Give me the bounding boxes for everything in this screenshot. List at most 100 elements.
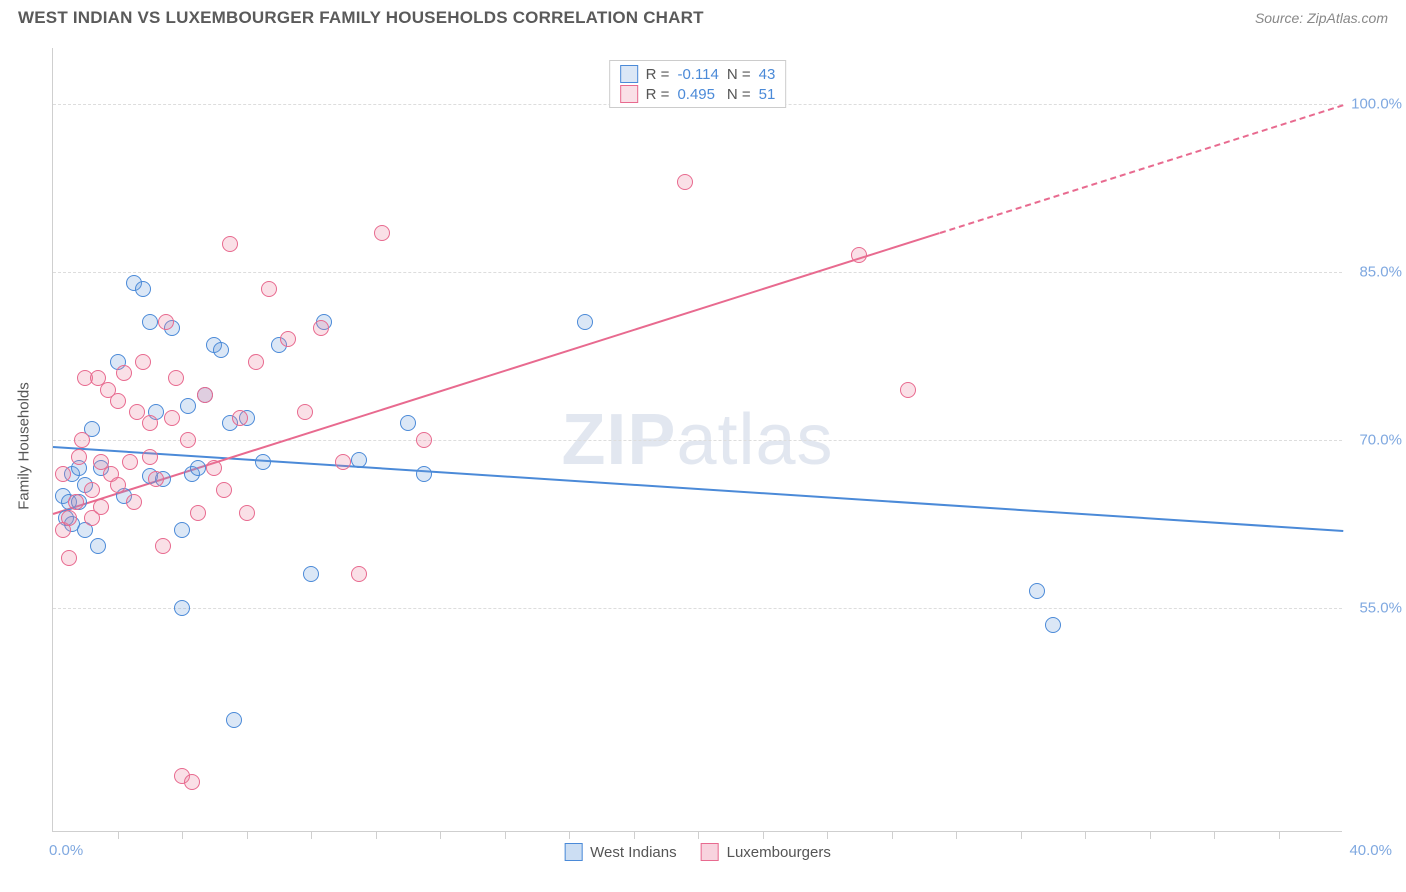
data-point <box>135 354 151 370</box>
legend-swatch <box>564 843 582 861</box>
data-point <box>216 482 232 498</box>
data-point <box>297 404 313 420</box>
x-tick <box>1085 831 1086 839</box>
x-tick <box>247 831 248 839</box>
y-tick-label: 55.0% <box>1359 600 1402 617</box>
data-point <box>206 460 222 476</box>
data-point <box>135 281 151 297</box>
data-point <box>74 432 90 448</box>
source-attribution: Source: ZipAtlas.com <box>1255 10 1388 26</box>
series-legend: West Indians Luxembourgers <box>564 843 831 861</box>
gridline <box>53 272 1342 273</box>
x-tick <box>827 831 828 839</box>
data-point <box>900 382 916 398</box>
x-tick <box>569 831 570 839</box>
data-point <box>248 354 264 370</box>
data-point <box>190 460 206 476</box>
x-tick <box>118 831 119 839</box>
data-point <box>374 225 390 241</box>
gridline <box>53 608 1342 609</box>
chart-title: WEST INDIAN VS LUXEMBOURGER FAMILY HOUSE… <box>18 8 704 28</box>
data-point <box>174 522 190 538</box>
x-tick <box>634 831 635 839</box>
x-tick-label: 0.0% <box>49 842 83 859</box>
data-point <box>61 510 77 526</box>
gridline <box>53 440 1342 441</box>
x-tick <box>698 831 699 839</box>
data-point <box>164 410 180 426</box>
data-point <box>158 314 174 330</box>
x-tick <box>182 831 183 839</box>
data-point <box>190 505 206 521</box>
data-point <box>142 449 158 465</box>
y-tick-label: 100.0% <box>1351 96 1402 113</box>
data-point <box>239 505 255 521</box>
scatter-chart: ZIPatlas R =-0.114N =43R =0.495N =51 Wes… <box>52 48 1342 832</box>
regression-line <box>940 104 1344 234</box>
data-point <box>197 387 213 403</box>
data-point <box>351 566 367 582</box>
data-point <box>400 415 416 431</box>
data-point <box>335 454 351 470</box>
n-value: 51 <box>759 86 776 103</box>
data-point <box>148 471 164 487</box>
data-point <box>280 331 296 347</box>
y-axis-label: Family Households <box>16 382 33 510</box>
data-point <box>313 320 329 336</box>
data-point <box>1045 617 1061 633</box>
data-point <box>184 774 200 790</box>
x-tick <box>763 831 764 839</box>
r-value: 0.495 <box>677 86 718 103</box>
data-point <box>226 712 242 728</box>
data-point <box>55 466 71 482</box>
data-point <box>93 499 109 515</box>
stat-label: R = <box>646 66 670 83</box>
data-point <box>180 398 196 414</box>
data-point <box>71 449 87 465</box>
data-point <box>261 281 277 297</box>
legend-swatch <box>620 65 638 83</box>
x-tick <box>1150 831 1151 839</box>
data-point <box>116 365 132 381</box>
legend-item: Luxembourgers <box>701 843 831 861</box>
legend-item: West Indians <box>564 843 676 861</box>
x-tick <box>376 831 377 839</box>
data-point <box>110 393 126 409</box>
data-point <box>351 452 367 468</box>
data-point <box>155 538 171 554</box>
data-point <box>677 174 693 190</box>
data-point <box>168 370 184 386</box>
data-point <box>851 247 867 263</box>
data-point <box>180 432 196 448</box>
x-tick <box>311 831 312 839</box>
data-point <box>68 494 84 510</box>
data-point <box>303 566 319 582</box>
data-point <box>61 550 77 566</box>
x-tick <box>1279 831 1280 839</box>
data-point <box>416 466 432 482</box>
data-point <box>84 482 100 498</box>
r-value: -0.114 <box>677 66 718 83</box>
data-point <box>122 454 138 470</box>
stat-label: N = <box>727 86 751 103</box>
y-tick-label: 85.0% <box>1359 264 1402 281</box>
data-point <box>90 538 106 554</box>
n-value: 43 <box>759 66 776 83</box>
legend-swatch <box>701 843 719 861</box>
data-point <box>416 432 432 448</box>
x-tick <box>956 831 957 839</box>
data-point <box>255 454 271 470</box>
y-tick-label: 70.0% <box>1359 432 1402 449</box>
legend-label: Luxembourgers <box>727 844 831 861</box>
x-tick <box>1021 831 1022 839</box>
data-point <box>213 342 229 358</box>
legend-swatch <box>620 85 638 103</box>
stat-label: R = <box>646 86 670 103</box>
x-tick <box>892 831 893 839</box>
data-point <box>1029 583 1045 599</box>
x-tick-label: 40.0% <box>1349 842 1392 859</box>
data-point <box>577 314 593 330</box>
x-tick <box>505 831 506 839</box>
legend-label: West Indians <box>590 844 676 861</box>
correlation-stats-box: R =-0.114N =43R =0.495N =51 <box>609 60 787 108</box>
